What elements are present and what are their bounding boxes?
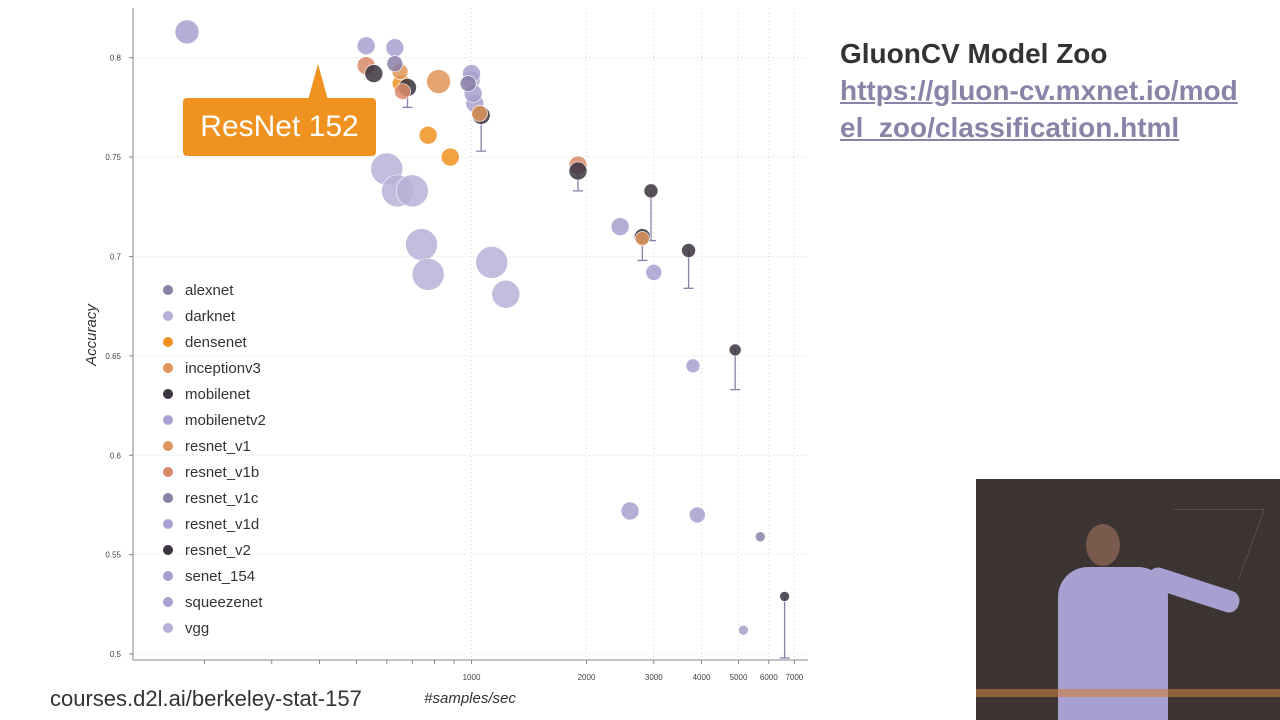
data-point-vgg: [405, 228, 438, 261]
data-point-resnet-v2: [568, 161, 588, 181]
legend-label-densenet: densenet: [185, 334, 248, 351]
legend-marker-mobilenet: [163, 389, 173, 399]
y-tick-label: 0.75: [105, 153, 121, 162]
legend-label-squeezenet: squeezenet: [185, 594, 263, 611]
data-point-mobilenet: [728, 343, 742, 357]
legend-marker-resnet-v1b: [163, 467, 173, 477]
legend-marker-resnet-v2: [163, 545, 173, 555]
legend-label-resnet-v1b: resnet_v1b: [185, 464, 259, 481]
data-point-resnet-v1c: [459, 75, 477, 92]
data-point-resnet-v1b: [394, 83, 411, 100]
y-tick-label: 0.6: [110, 451, 122, 460]
scatter-chart: 0.5 0.55 0.6 0.65 0.7 0.75 0.8 1000 2000 3000 4000…: [83, 8, 808, 707]
data-point-mobilenetv2: [645, 264, 663, 281]
legend-label-inceptionv3: inceptionv3: [185, 360, 261, 377]
data-point-mobilenetv2: [685, 358, 701, 374]
data-point-vgg: [411, 258, 445, 291]
data-point-mobilenet: [681, 243, 696, 258]
legend-label-senet-154: senet_154: [185, 568, 255, 585]
annotation-pointer: [308, 64, 328, 100]
lecturer-video-feed: [976, 479, 1280, 720]
legend: alexnet darknet densenet inceptionv3 mobilen…: [163, 282, 266, 637]
legend-label-alexnet: alexnet: [185, 282, 234, 299]
course-url: courses.d2l.ai/berkeley-stat-157: [50, 686, 362, 711]
y-tick-label: 0.7: [110, 252, 122, 261]
lecturer-head: [1086, 524, 1120, 566]
resnet-152-annotation: ResNet 152: [183, 98, 376, 156]
grid-layer: [133, 8, 808, 660]
x-tick-label: 4000: [693, 673, 711, 682]
sidebar: GluonCV Model Zoo https://gluon-cv.mxnet…: [840, 36, 1240, 146]
x-tick-label: 3000: [645, 673, 663, 682]
legend-marker-densenet: [163, 337, 173, 347]
legend-marker-mobilenetv2: [163, 415, 173, 425]
data-point-densenet: [418, 125, 438, 145]
data-point-mobilenet: [643, 183, 659, 199]
data-point-mobilenet: [779, 591, 790, 602]
legend-marker-darknet: [163, 311, 173, 321]
x-axis-title: #samples/sec: [424, 690, 516, 707]
y-tick-label: 0.5: [110, 650, 122, 659]
data-point-alexnet: [754, 531, 766, 543]
legend-marker-resnet-v1: [163, 441, 173, 451]
data-point-vgg: [475, 246, 509, 279]
x-tick-label: 7000: [785, 673, 803, 682]
legend-marker-inceptionv3: [163, 363, 173, 373]
y-tick-label: 0.55: [105, 551, 121, 560]
sidebar-title: GluonCV Model Zoo: [840, 38, 1108, 69]
desk-edge: [976, 689, 1280, 697]
data-point-squeezenet: [689, 506, 706, 524]
legend-label-resnet-v1d: resnet_v1d: [185, 516, 259, 533]
legend-marker-alexnet: [163, 285, 173, 295]
legend-label-resnet-v1: resnet_v1: [185, 438, 251, 455]
data-point-resnet-v1: [635, 231, 650, 246]
data-point-resnet-v1d: [356, 36, 376, 56]
legend-label-resnet-v2: resnet_v2: [185, 542, 251, 559]
y-axis-title: Accuracy: [83, 303, 100, 367]
data-point-resnet-v1d: [385, 38, 405, 58]
x-tick-label: 2000: [578, 673, 596, 682]
legend-marker-senet-154: [163, 571, 173, 581]
legend-marker-resnet-v1d: [163, 519, 173, 529]
data-point-squeezenet: [620, 501, 640, 521]
y-tick-label: 0.8: [110, 54, 122, 63]
x-tick-label: 5000: [730, 673, 748, 682]
data-point-vgg: [491, 279, 521, 309]
error-bars: [402, 87, 790, 659]
data-point-mobilenetv2: [610, 217, 630, 236]
data-point-densenet: [440, 147, 460, 167]
data-point-mobilenetv2: [738, 624, 749, 636]
data-point-resnet-v1: [471, 105, 488, 122]
legend-label-mobilenetv2: mobilenetv2: [185, 412, 266, 429]
data-point-vgg: [396, 174, 429, 208]
data-points: [174, 19, 790, 636]
data-point-senet-154: [174, 19, 200, 45]
axes-layer: 0.5 0.55 0.6 0.65 0.7 0.75 0.8 1000 2000 3000 4000…: [105, 8, 808, 682]
x-tick-label: 6000: [760, 673, 778, 682]
legend-marker-resnet-v1c: [163, 493, 173, 503]
model-zoo-link[interactable]: https://gluon-cv.mxnet.io/model_zoo/clas…: [840, 75, 1238, 143]
lecturer-body: [1058, 567, 1168, 720]
x-tick-label: 1000: [463, 673, 481, 682]
legend-label-darknet: darknet: [185, 308, 236, 325]
legend-label-resnet-v1c: resnet_v1c: [185, 490, 259, 507]
data-point-resnet-v1c: [386, 55, 404, 72]
data-point-resnet-v2: [364, 64, 384, 83]
legend-marker-vgg: [163, 623, 173, 633]
legend-label-mobilenet: mobilenet: [185, 386, 251, 403]
legend-marker-squeezenet: [163, 597, 173, 607]
data-point-inceptionv3: [426, 69, 451, 94]
legend-label-vgg: vgg: [185, 620, 209, 637]
y-tick-label: 0.65: [105, 352, 121, 361]
